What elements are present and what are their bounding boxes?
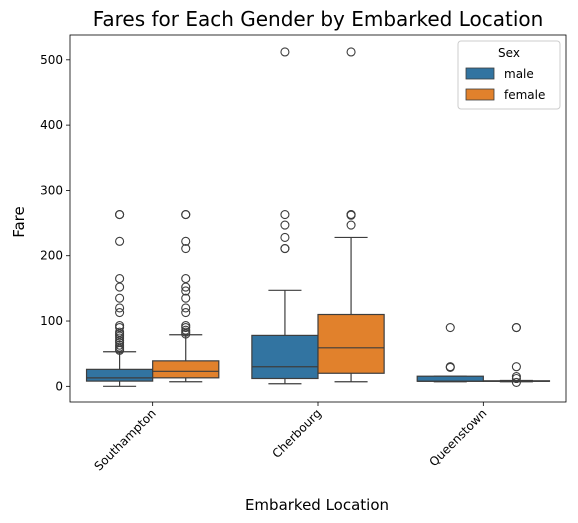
outlier-point — [511, 377, 521, 387]
box-female-cherbourg — [317, 47, 385, 383]
y-tick-label: 0 — [55, 379, 63, 393]
legend-swatch-male — [465, 67, 495, 80]
outlier-point — [115, 321, 125, 331]
plot-area — [69, 34, 567, 403]
x-tick-label: Southampton — [91, 406, 158, 473]
x-axis: Southampton Cherbourg Queenstown — [91, 402, 489, 474]
iqr-box — [251, 334, 319, 380]
y-axis-label: Fare — [10, 206, 28, 238]
outlier-point — [115, 282, 125, 292]
outlier-point — [511, 371, 521, 382]
iqr-box — [416, 375, 484, 382]
outlier-point — [280, 220, 290, 230]
outlier-point — [181, 236, 191, 246]
outlier-point — [511, 323, 521, 333]
box-male-southampton — [85, 210, 154, 387]
outlier-point — [181, 243, 191, 254]
outlier-point — [511, 362, 521, 372]
iqr-box — [152, 360, 220, 379]
outlier-point — [445, 323, 455, 333]
box-female-queenstown — [482, 323, 551, 387]
outlier-point — [115, 236, 125, 246]
outlier-point — [181, 210, 191, 220]
legend-entry-male: male — [504, 67, 534, 81]
outlier-point — [181, 303, 191, 313]
outlier-point — [181, 321, 191, 331]
outlier-point — [115, 307, 125, 318]
outlier-point — [115, 210, 125, 220]
outlier-point — [181, 286, 191, 296]
outlier-point — [181, 293, 191, 303]
iqr-box — [317, 313, 385, 374]
box-female-southampton — [152, 210, 220, 383]
iqr-box — [85, 368, 154, 382]
outlier-point — [280, 243, 290, 254]
outlier-point — [280, 210, 290, 220]
legend-swatch-female — [465, 88, 495, 101]
outlier-point — [346, 47, 356, 57]
legend: Sex male female — [457, 40, 561, 110]
box-male-queenstown — [416, 323, 484, 383]
box-male-cherbourg — [251, 47, 319, 385]
outlier-point — [181, 325, 191, 335]
outlier-point — [346, 210, 356, 220]
y-axis: 0 100 200 300 400 500 — [40, 53, 70, 393]
outlier-point — [280, 47, 290, 57]
outlier-point — [181, 307, 191, 318]
outlier-point — [115, 340, 125, 350]
outlier-point — [115, 327, 125, 337]
y-tick-label: 500 — [40, 53, 63, 67]
y-tick-label: 100 — [40, 314, 63, 328]
outlier-point — [280, 232, 290, 242]
outlier-point — [115, 274, 125, 284]
outlier-point — [115, 303, 125, 313]
x-axis-label: Embarked Location — [245, 496, 389, 514]
outlier-point — [445, 362, 455, 372]
outlier-point — [115, 293, 125, 303]
x-tick-label: Queenstown — [426, 406, 489, 469]
y-tick-label: 400 — [40, 118, 63, 132]
outlier-point — [346, 220, 356, 230]
x-tick-label: Cherbourg — [270, 406, 325, 461]
chart-title: Fares for Each Gender by Embarked Locati… — [93, 7, 544, 31]
legend-entry-female: female — [504, 88, 545, 102]
outlier-point — [181, 274, 191, 284]
legend-title: Sex — [498, 46, 520, 60]
y-tick-label: 300 — [40, 183, 63, 197]
y-tick-label: 200 — [40, 249, 63, 263]
